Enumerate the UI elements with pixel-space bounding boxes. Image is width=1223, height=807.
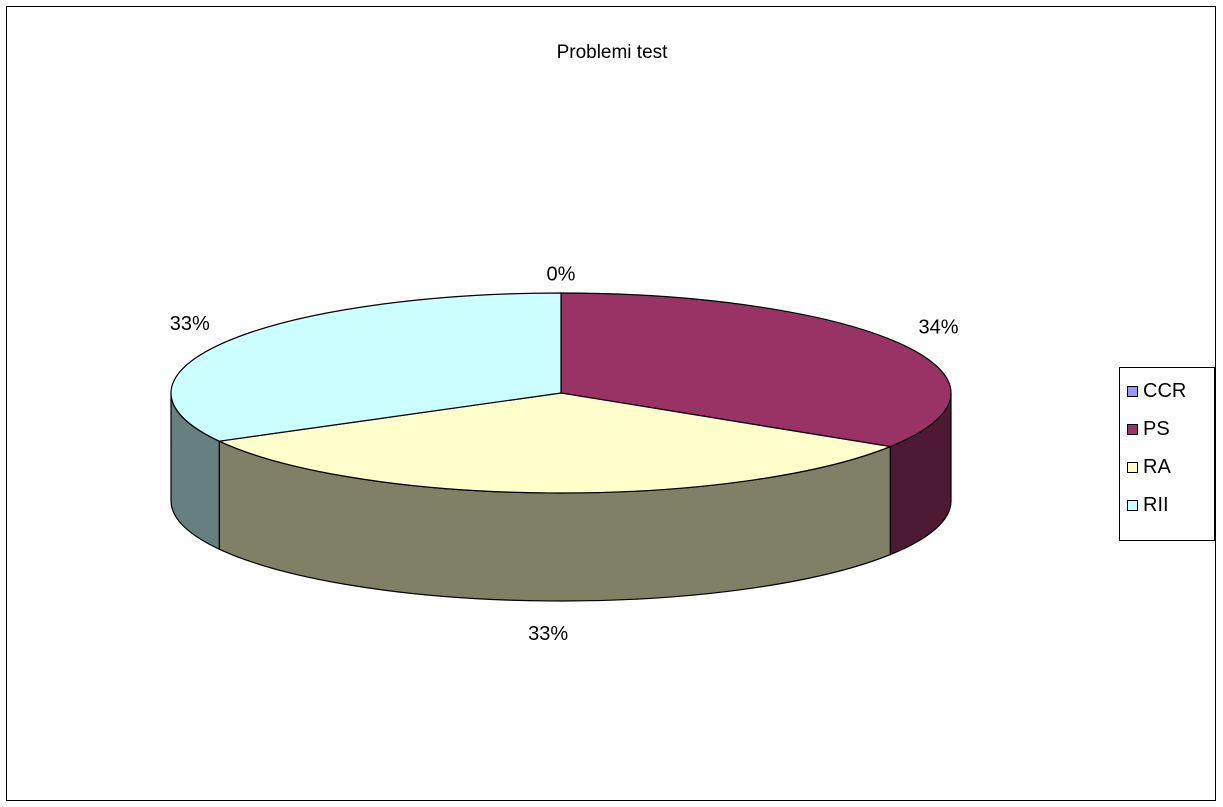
data-label-ps: 34% [919,317,959,339]
data-label-ccr: 0% [547,263,576,285]
legend-swatch-ccr [1127,385,1138,397]
legend: CCR PS RA RII [1119,367,1215,541]
legend-item-ccr: CCR [1120,372,1214,410]
legend-swatch-rii [1127,499,1138,511]
data-label-ra: 33% [528,623,568,645]
legend-label-ps: PS [1143,417,1170,440]
pie-slice-ps [560,292,952,448]
legend-label-rii: RII [1143,493,1169,516]
pie-slice-rii [170,292,562,442]
legend-label-ra: RA [1143,455,1171,478]
legend-label-ccr: CCR [1143,379,1187,402]
legend-item-ra: RA [1120,448,1214,486]
chart-title: Problemi test [556,42,668,63]
legend-swatch-ra [1127,461,1138,473]
legend-item-rii: RII [1120,486,1214,524]
legend-item-ps: PS [1120,410,1214,448]
legend-swatch-ps [1127,423,1138,435]
data-label-rii: 33% [170,313,210,335]
